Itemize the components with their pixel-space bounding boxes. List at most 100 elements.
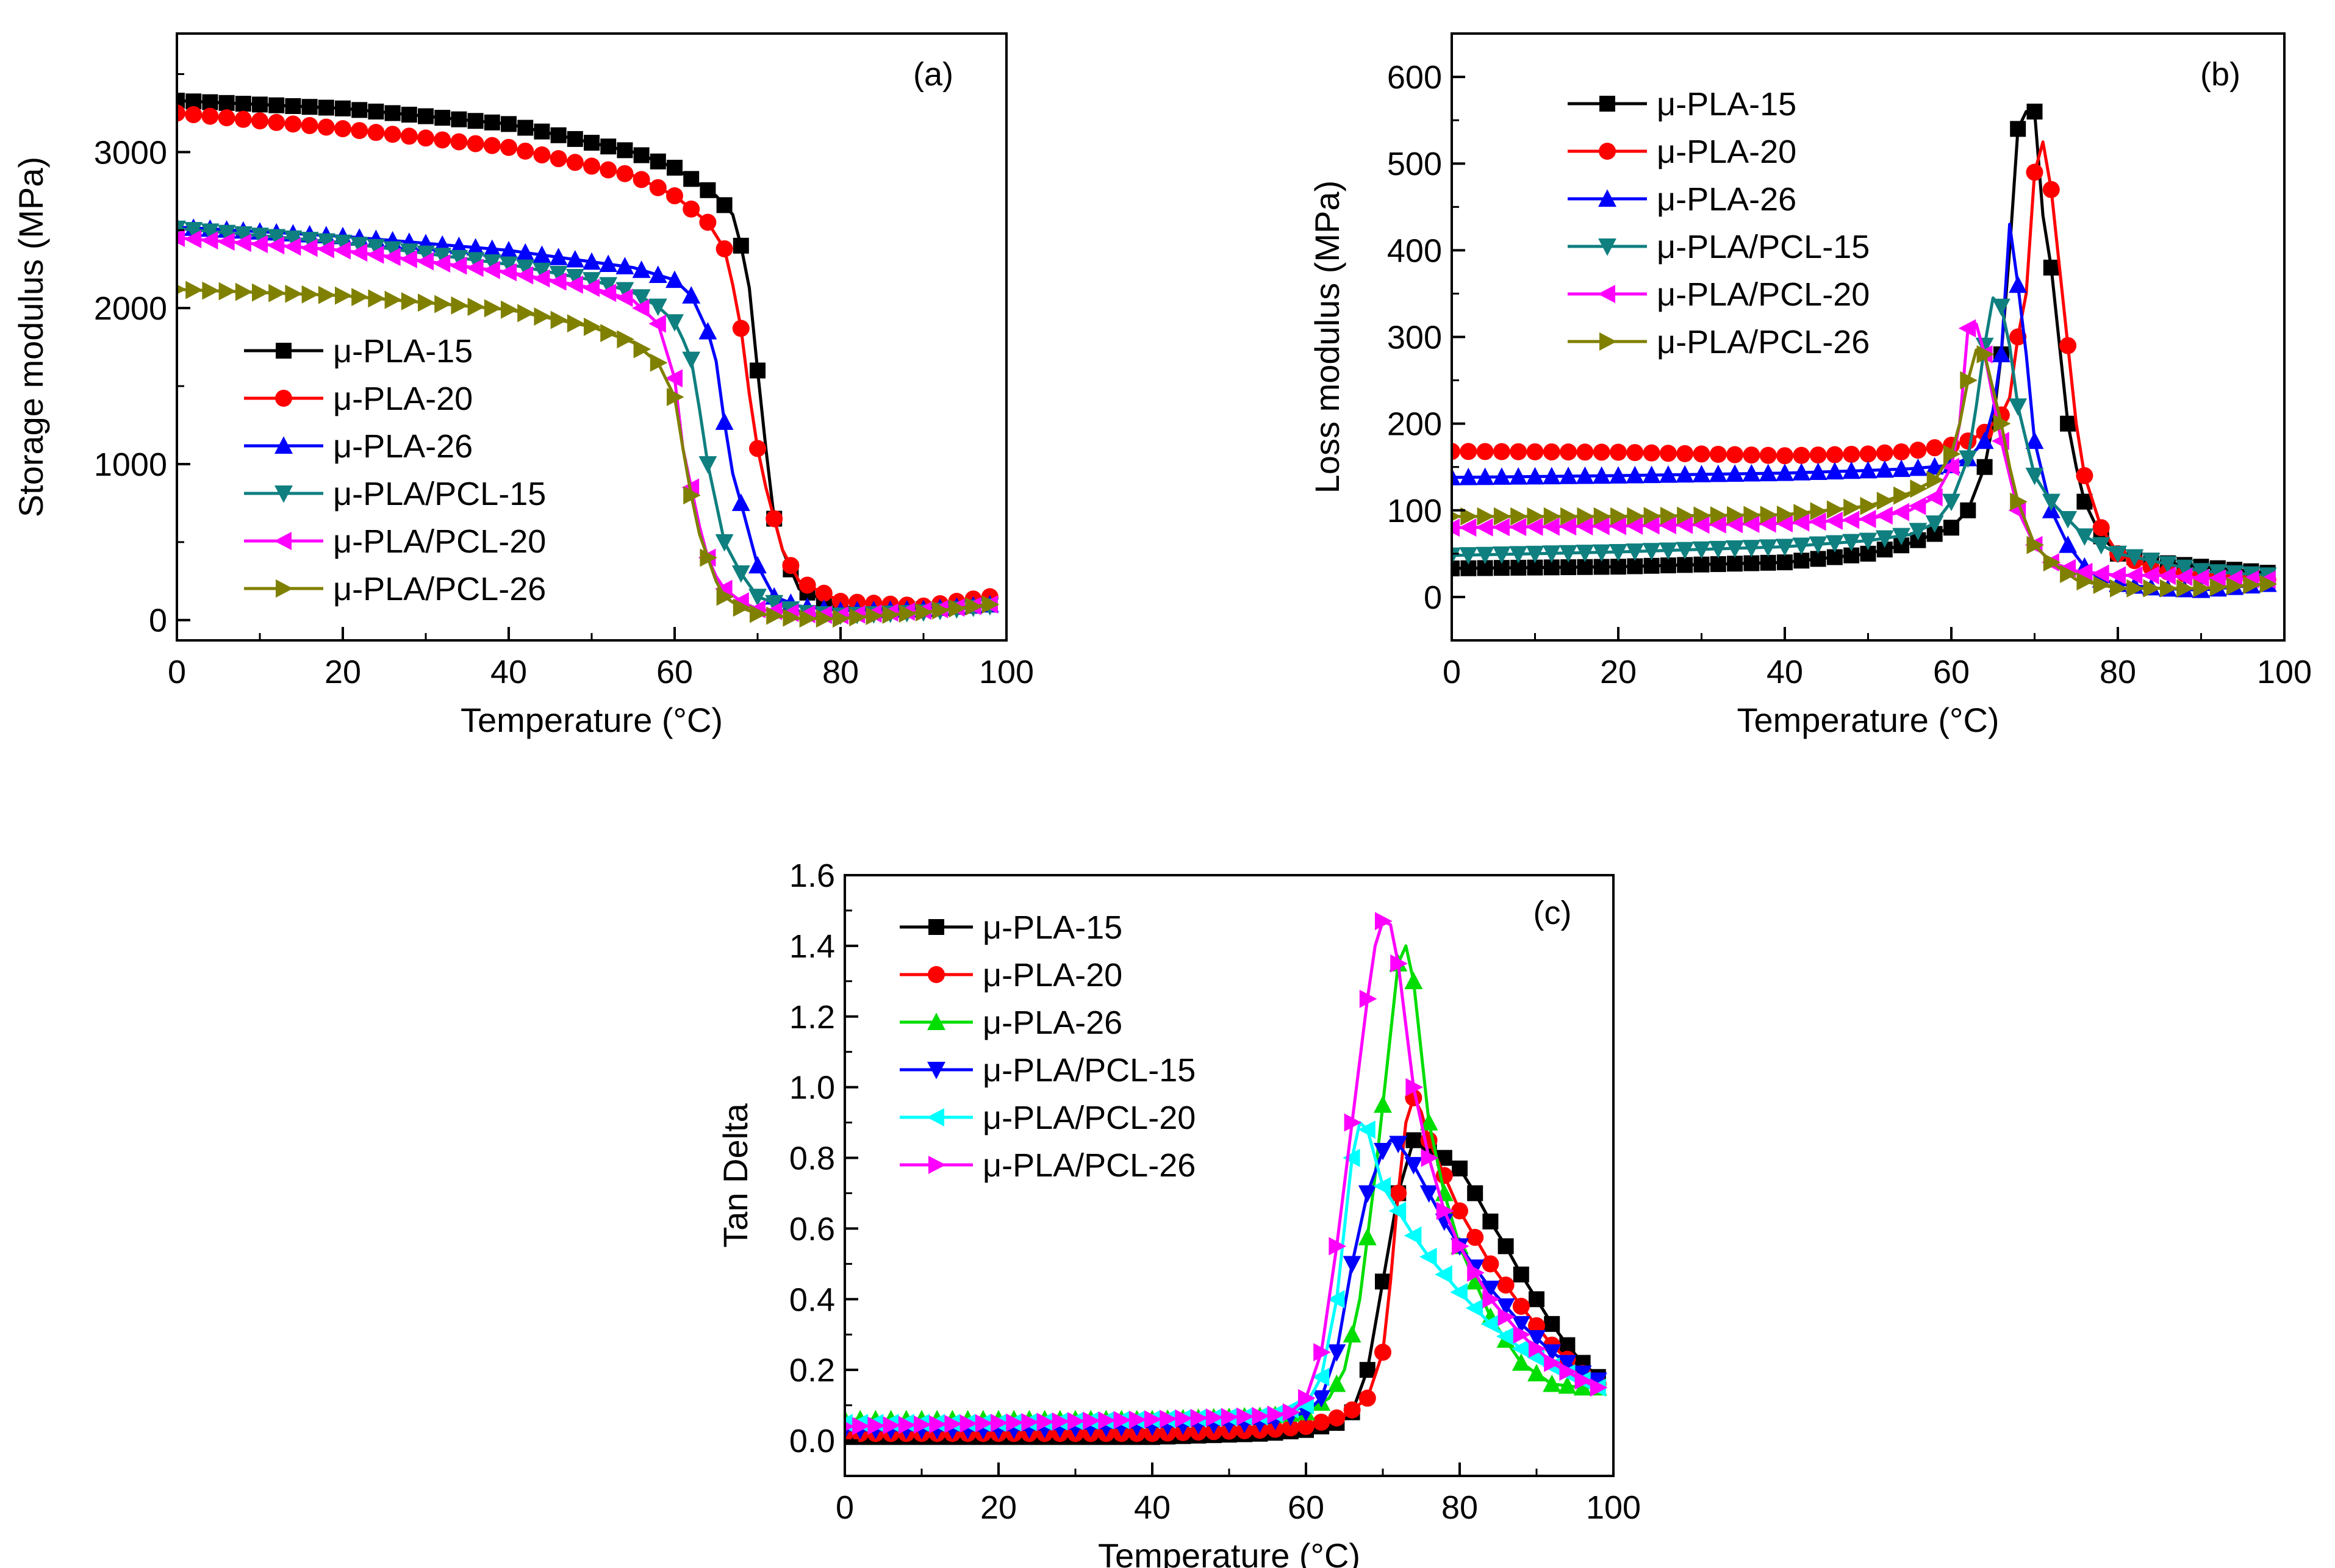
data-point <box>615 288 633 307</box>
data-point <box>433 248 452 265</box>
data-point <box>1743 555 1760 571</box>
data-point <box>1925 488 1943 507</box>
legend-label: μ-PLA-20 <box>983 957 1122 993</box>
data-point <box>217 232 235 251</box>
data-point <box>1875 506 1893 525</box>
y-tick-label: 1.6 <box>789 857 835 894</box>
data-point <box>567 131 583 147</box>
data-point <box>1527 507 1545 526</box>
data-point <box>616 165 634 182</box>
data-point <box>1493 443 1510 460</box>
data-point <box>1559 545 1578 563</box>
data-point <box>1909 523 1928 541</box>
data-point <box>1610 507 1628 526</box>
data-point <box>1860 496 1878 515</box>
data-point <box>1809 512 1826 531</box>
data-point <box>1859 532 1878 551</box>
data-point <box>632 299 650 318</box>
panel-tag: (b) <box>2200 56 2240 93</box>
data-point <box>1759 446 1777 464</box>
legend-marker <box>927 1108 944 1126</box>
data-point <box>1910 479 1928 498</box>
data-point <box>417 245 435 263</box>
data-point <box>1513 1325 1531 1344</box>
data-point <box>1875 530 1894 548</box>
data-point <box>466 238 485 256</box>
data-point <box>1458 518 1477 537</box>
data-point <box>633 171 650 188</box>
data-point <box>1592 544 1611 562</box>
data-point <box>1327 1290 1345 1309</box>
data-point <box>549 272 567 291</box>
data-point <box>1435 1265 1452 1284</box>
data-point <box>1592 466 1611 484</box>
data-point <box>1709 515 1726 534</box>
data-point <box>1709 445 1727 463</box>
data-point <box>1559 1362 1577 1381</box>
data-point <box>683 486 701 505</box>
data-point <box>1627 507 1645 526</box>
data-point <box>1512 1353 1530 1371</box>
data-point <box>1573 1365 1592 1383</box>
data-point <box>185 281 203 299</box>
data-point <box>566 154 584 171</box>
data-point <box>1542 517 1560 536</box>
data-point <box>1512 1339 1529 1358</box>
data-point <box>1252 1406 1269 1425</box>
x-tick-label: 0 <box>168 654 186 690</box>
legend-marker <box>274 485 293 503</box>
data-point <box>400 243 418 261</box>
data-point <box>782 557 800 575</box>
data-point <box>1311 1367 1330 1386</box>
data-point <box>2026 103 2043 120</box>
data-point <box>1297 1417 1315 1435</box>
data-point <box>750 604 767 623</box>
data-point <box>1006 1413 1024 1432</box>
data-point <box>1925 515 1944 533</box>
data-point <box>450 249 468 268</box>
data-point <box>1825 535 1844 553</box>
data-point <box>1643 507 1662 526</box>
data-point <box>1876 492 1895 510</box>
data-point <box>698 321 717 340</box>
data-point <box>533 245 551 263</box>
data-point <box>549 265 568 284</box>
legend-marker <box>1598 189 1616 207</box>
data-point <box>2059 337 2077 354</box>
data-point <box>2209 578 2228 596</box>
data-point <box>1528 1317 1545 1334</box>
data-point <box>1942 493 1960 512</box>
data-point <box>2176 579 2194 598</box>
data-point <box>1777 554 1793 571</box>
data-point <box>177 104 185 122</box>
data-point <box>483 137 501 154</box>
data-point <box>833 609 850 628</box>
data-point <box>633 340 651 359</box>
data-point <box>1677 557 1693 573</box>
data-point <box>1825 511 1843 530</box>
data-point <box>2158 556 2177 574</box>
data-point <box>1543 1374 1562 1392</box>
data-point <box>368 289 386 308</box>
data-point <box>1509 546 1528 564</box>
data-point <box>665 314 684 332</box>
data-point <box>2042 493 2061 512</box>
data-point <box>500 240 518 259</box>
data-point <box>1777 505 1795 524</box>
data-point <box>1343 1325 1361 1343</box>
data-point <box>1236 1407 1254 1426</box>
data-point <box>1496 1327 1514 1346</box>
data-point <box>766 510 783 528</box>
data-point <box>2126 579 2144 598</box>
data-point <box>1405 1132 1422 1148</box>
data-point <box>534 307 551 326</box>
data-point <box>500 138 517 156</box>
legend-marker <box>276 343 292 359</box>
data-point <box>1544 1316 1560 1332</box>
data-point <box>1543 1344 1562 1362</box>
data-point <box>550 310 569 329</box>
data-point <box>1659 516 1676 535</box>
data-point <box>450 237 468 254</box>
data-point <box>1374 1095 1392 1113</box>
